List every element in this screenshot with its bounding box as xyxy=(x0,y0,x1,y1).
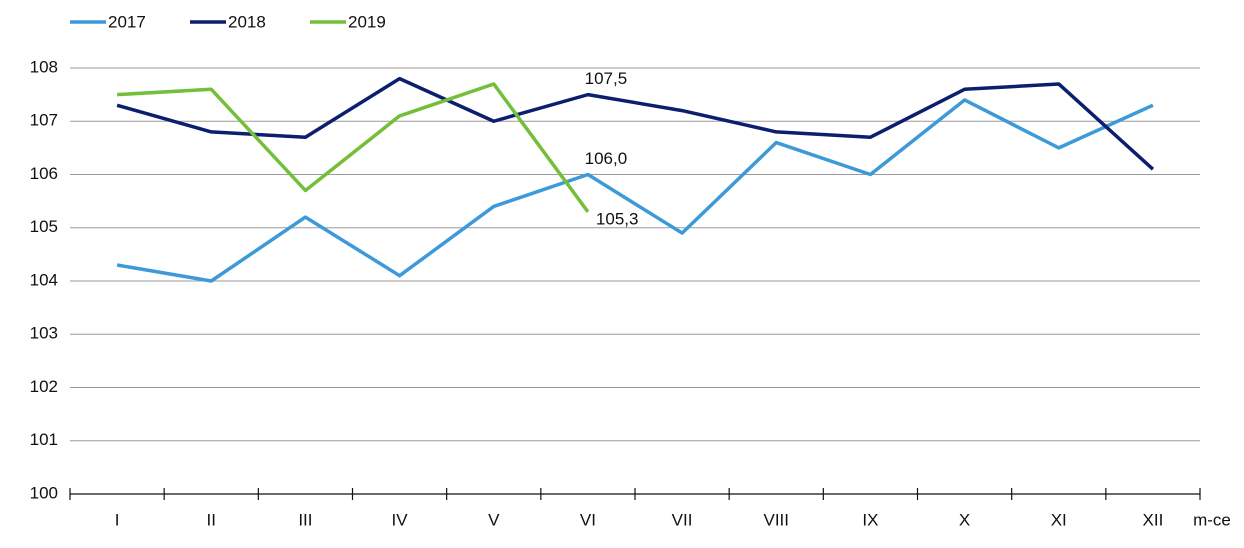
x-tick-label: VI xyxy=(580,510,596,529)
x-tick-label: VII xyxy=(672,510,693,529)
series-line xyxy=(116,98,1154,283)
data-label: 107,5 xyxy=(585,69,628,88)
series-line xyxy=(116,82,590,213)
legend-label: 2019 xyxy=(348,12,386,31)
x-tick-label: III xyxy=(298,510,312,529)
y-tick-label: 105 xyxy=(30,217,58,236)
legend-label: 2018 xyxy=(228,12,266,31)
x-tick-label: X xyxy=(959,510,970,529)
y-tick-label: 106 xyxy=(30,164,58,183)
x-tick-label: II xyxy=(207,510,216,529)
x-tick-label: XII xyxy=(1143,510,1164,529)
series-line xyxy=(116,76,1155,171)
data-label: 105,3 xyxy=(596,209,639,228)
y-tick-label: 102 xyxy=(30,377,58,396)
y-tick-label: 108 xyxy=(30,57,58,76)
y-tick-label: 103 xyxy=(30,324,58,343)
x-tick-label: IV xyxy=(392,510,409,529)
x-tick-label: IX xyxy=(862,510,878,529)
legend-label: 2017 xyxy=(108,12,146,31)
x-tick-label: V xyxy=(488,510,500,529)
y-tick-label: 100 xyxy=(30,483,58,502)
y-tick-label: 101 xyxy=(30,430,58,449)
x-axis-label: m-ce xyxy=(1193,510,1231,529)
x-tick-label: I xyxy=(115,510,120,529)
x-tick-label: XI xyxy=(1051,510,1067,529)
y-tick-label: 104 xyxy=(30,270,58,289)
y-tick-label: 107 xyxy=(30,111,58,130)
x-tick-label: VIII xyxy=(763,510,789,529)
data-label: 106,0 xyxy=(585,149,628,168)
